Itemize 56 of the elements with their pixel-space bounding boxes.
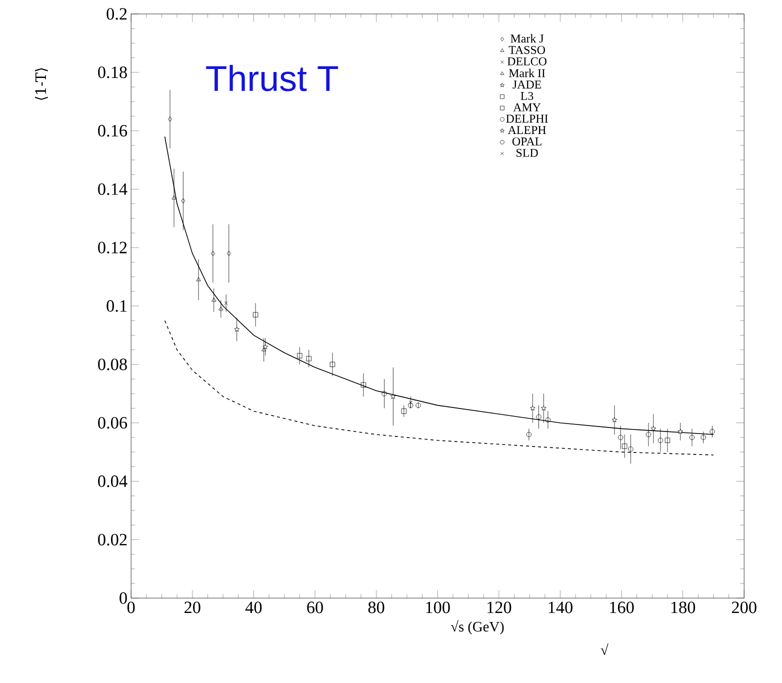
x-tick-label: 140: [548, 602, 572, 614]
point: [650, 426, 656, 432]
x-tick-label: 0: [127, 602, 135, 614]
y-axis-title: ⟨1-T⟩: [35, 68, 48, 100]
point: [678, 428, 684, 434]
x-tick-label: 40: [245, 602, 262, 614]
x-tick-label: 80: [368, 602, 384, 614]
legend-label: DELCO: [507, 57, 546, 66]
point: [710, 429, 715, 434]
x-tick-label: 20: [184, 602, 200, 614]
legend-label: AMY: [513, 103, 541, 112]
x-tick-label: 180: [671, 602, 696, 614]
y-tick-label: 0.04: [98, 475, 128, 488]
x-tick-label: 100: [426, 602, 450, 614]
x-tick-label: 60: [307, 602, 323, 614]
legend-label: OPAL: [512, 138, 542, 146]
legend-label: TASSO: [508, 46, 546, 54]
point: [330, 362, 336, 368]
point: [416, 402, 421, 408]
legend-label: ALEPH: [508, 126, 546, 134]
point: [390, 394, 396, 399]
point: [234, 326, 240, 332]
y-tick-label: 0.2: [106, 8, 127, 20]
y-tick-label: 0.12: [98, 242, 127, 254]
x-tick-label: 200: [732, 602, 756, 614]
point: [360, 382, 366, 388]
y-tick-label: 0: [120, 592, 127, 604]
y-tick-label: 0.06: [98, 417, 128, 429]
legend-label: SLD: [516, 148, 538, 157]
x-tick-label: 120: [488, 602, 512, 614]
point: [401, 408, 406, 414]
point: [664, 438, 670, 444]
point: [306, 356, 312, 362]
point: [530, 406, 536, 411]
x-tick-label: 160: [610, 602, 634, 614]
legend-label: DELPHI: [506, 114, 548, 123]
text: √: [600, 644, 608, 656]
point: [612, 417, 618, 422]
y-tick-label: 0.08: [98, 358, 127, 370]
point: [252, 312, 258, 318]
y-tick-label: 0.18: [98, 66, 127, 78]
y-tick-label: 0.02: [98, 534, 127, 546]
point: [622, 444, 628, 449]
legend-label: JADE: [512, 80, 542, 89]
y-tick-label: 0.16: [98, 125, 128, 137]
point: [540, 406, 546, 411]
point: [700, 434, 706, 440]
point: [526, 432, 532, 438]
point: [297, 353, 302, 358]
y-tick-label: 0.14: [98, 183, 128, 196]
x-axis-title: √s (GeV): [450, 620, 504, 635]
legend-label: Mark J: [510, 34, 544, 43]
legend-label: Mark II: [508, 68, 546, 78]
legend-label: L3: [520, 92, 534, 100]
y-tick-label: 0.1: [106, 300, 127, 312]
text: Thrust T: [206, 64, 338, 92]
